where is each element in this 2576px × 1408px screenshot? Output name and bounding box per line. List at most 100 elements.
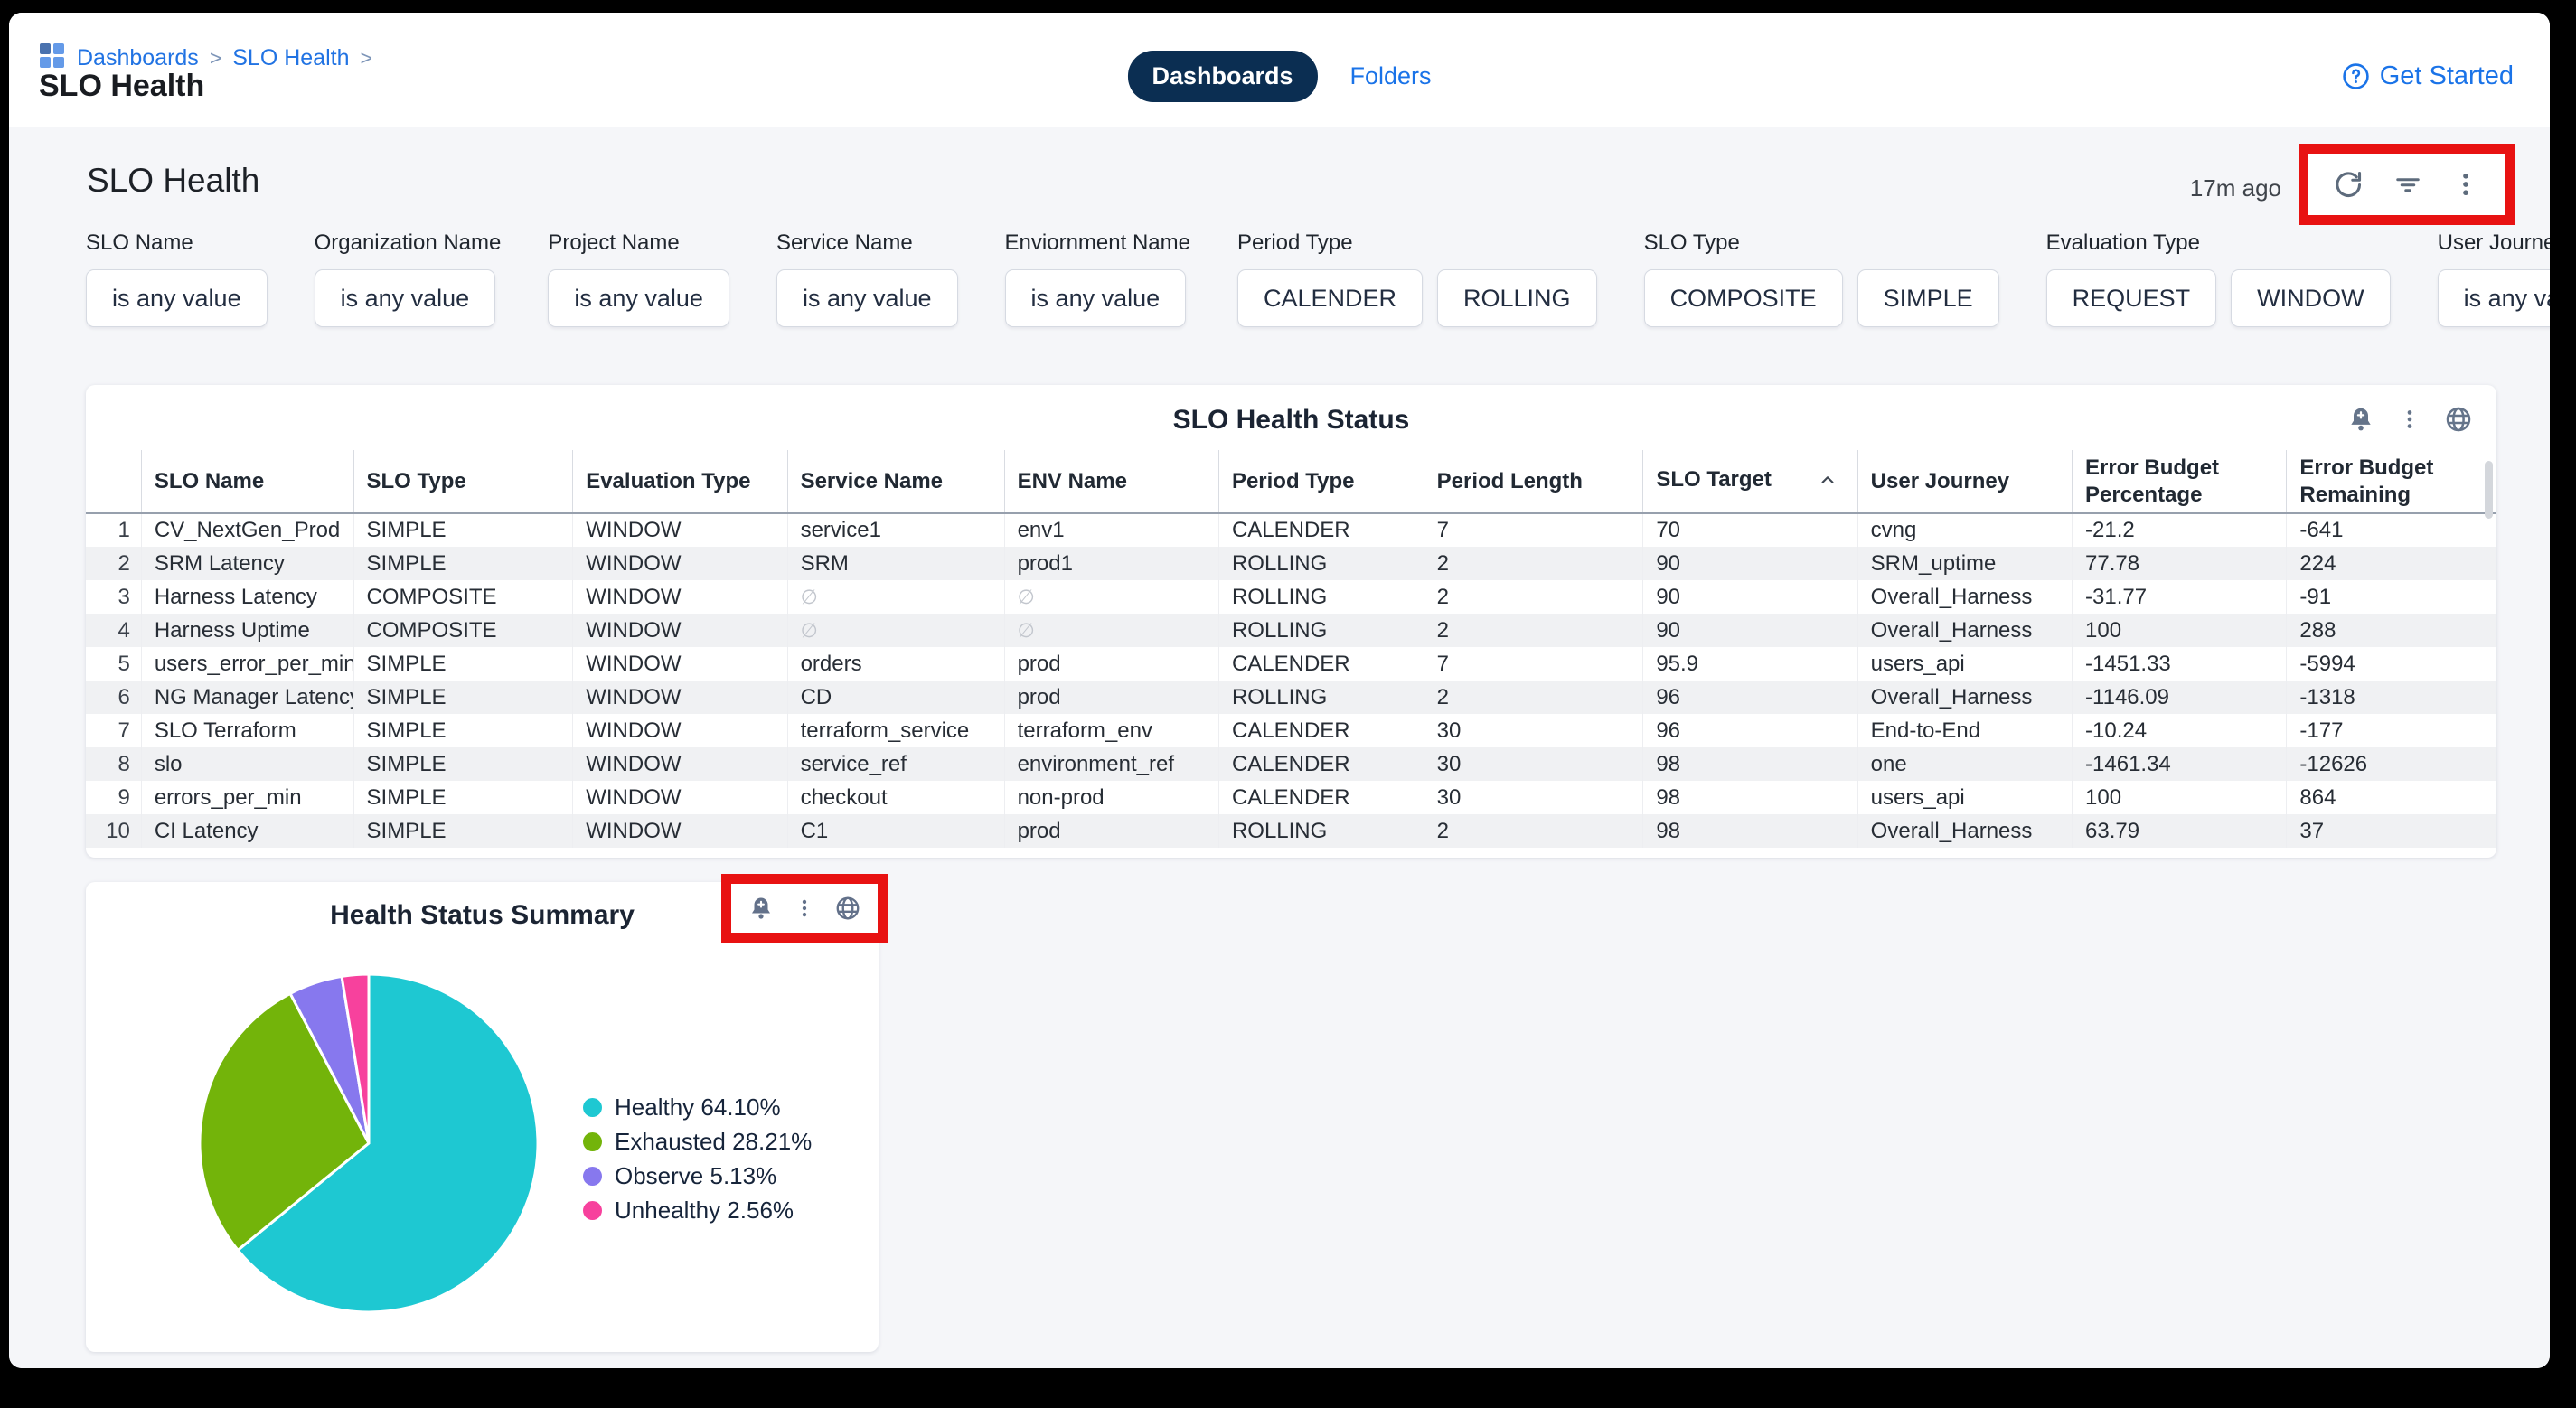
kebab-menu-icon[interactable]	[2397, 407, 2422, 432]
table-row[interactable]: 10 CI Latency SIMPLE WINDOW C1 prod ROLLING 2 98…	[86, 814, 2496, 848]
bell-plus-icon[interactable]	[747, 895, 775, 922]
column-header[interactable]: User Journey	[1857, 450, 2073, 514]
table-row[interactable]: 8 slo SIMPLE WINDOW service_ref environment_r…	[86, 747, 2496, 781]
pie-slice-unhealthy[interactable]	[340, 972, 371, 1145]
filter-chip[interactable]: is any value	[548, 269, 729, 327]
cell: 7	[1423, 647, 1643, 681]
cell: -1451.33	[2072, 647, 2287, 681]
filter-chip[interactable]: REQUEST	[2045, 269, 2217, 327]
get-started-link[interactable]: Get Started	[2342, 61, 2514, 91]
cell: env1	[1003, 513, 1219, 547]
globe-icon[interactable]	[2444, 405, 2473, 434]
legend-item[interactable]: Healthy 64.10%	[583, 1094, 812, 1122]
filter-label: Enviornment Name	[1004, 230, 1190, 255]
cell: SIMPLE	[353, 681, 573, 714]
cell: prod	[1003, 647, 1219, 681]
cell: prod	[1003, 814, 1219, 848]
filter-chip[interactable]: is any value	[86, 269, 268, 327]
breadcrumb-separator: >	[360, 45, 372, 70]
table-row[interactable]: 6 NG Manager Latency SIMPLE WINDOW CD prod ROL…	[86, 681, 2496, 714]
cell: 2	[1423, 814, 1643, 848]
column-header[interactable]: SLO Type	[353, 450, 573, 514]
legend-item[interactable]: Observe 5.13%	[583, 1162, 812, 1190]
cell: SIMPLE	[353, 781, 573, 814]
slo-table: SLO Name SLO Type Evaluation Type Service N…	[86, 450, 2496, 848]
last-refreshed: 17m ago	[2189, 174, 2281, 202]
cell: Overall_Harness	[1857, 614, 2073, 647]
breadcrumb-link[interactable]: SLO Health	[232, 44, 350, 70]
dashboard-content: SLO Health 17m ago SLO Name is any value O	[9, 127, 2550, 1368]
column-header[interactable]: Error Budget Percentage	[2072, 450, 2287, 514]
row-index: 6	[118, 684, 130, 709]
globe-icon[interactable]	[834, 895, 861, 922]
pie-slice-exhausted[interactable]	[198, 991, 371, 1252]
table-row[interactable]: 5 users_error_per_min SIMPLE WINDOW orders pr…	[86, 647, 2496, 681]
dashboards-grid-icon[interactable]	[40, 43, 64, 72]
refresh-icon[interactable]	[2332, 168, 2365, 202]
kebab-menu-icon[interactable]	[2450, 169, 2481, 200]
cell: terraform_env	[1003, 714, 1219, 747]
filter-chip[interactable]: ROLLING	[1437, 269, 1597, 327]
cell: ROLLING	[1217, 681, 1424, 714]
filter-icon[interactable]	[2392, 168, 2424, 201]
cell: Overall_Harness	[1857, 814, 2073, 848]
column-header[interactable]: SLO Name	[140, 450, 354, 514]
table-row[interactable]: 2 SRM Latency SIMPLE WINDOW SRM prod1 ROLLING 2…	[86, 547, 2496, 580]
table-row[interactable]: 7 SLO Terraform SIMPLE WINDOW terraform_serv…	[86, 714, 2496, 747]
breadcrumb-link[interactable]: Dashboards	[77, 44, 199, 70]
cell: COMPOSITE	[353, 614, 573, 647]
filter-chip[interactable]: is any value	[2437, 269, 2550, 327]
column-header[interactable]: Service Name	[786, 450, 1005, 514]
column-header[interactable]: Error Budget Remaining	[2286, 450, 2496, 514]
cell: 37	[2286, 814, 2496, 848]
cell: 288	[2286, 614, 2496, 647]
filter-chip[interactable]: SIMPLE	[1857, 269, 1999, 327]
column-header[interactable]: ENV Name	[1003, 450, 1219, 514]
pie-card-title: Health Status Summary	[330, 900, 635, 930]
legend-label: Exhausted 28.21%	[615, 1128, 813, 1155]
cell: Overall_Harness	[1857, 580, 2073, 614]
pie-slice-healthy[interactable]	[236, 972, 540, 1314]
column-header[interactable]	[86, 450, 142, 514]
filter-chip[interactable]: is any value	[314, 269, 496, 327]
filter-chip[interactable]: is any value	[776, 269, 958, 327]
column-header[interactable]: Period Length	[1423, 450, 1643, 514]
cell: CALENDER	[1217, 513, 1424, 547]
cell: service_ref	[786, 747, 1005, 781]
column-header[interactable]: SLO Target	[1642, 450, 1858, 514]
cell: NG Manager Latency	[140, 681, 354, 714]
tab-folders[interactable]: Folders	[1349, 62, 1432, 89]
top-bar: Dashboards > SLO Health > SLO Health Dashbo…	[9, 13, 2550, 127]
breadcrumb-items: Dashboards > SLO Health >	[77, 45, 383, 71]
table-scrollbar[interactable]	[2485, 461, 2493, 519]
filter-label: Service Name	[776, 230, 913, 255]
filter-chip[interactable]: is any value	[1004, 269, 1187, 327]
table-row[interactable]: 1 CV_NextGen_Prod SIMPLE WINDOW service1 env1…	[86, 513, 2496, 547]
legend-item[interactable]: Exhausted 28.21%	[583, 1128, 812, 1156]
help-circle-icon	[2342, 62, 2370, 90]
column-header[interactable]: Evaluation Type	[572, 450, 788, 514]
table-row[interactable]: 4 Harness Uptime COMPOSITE WINDOW ∅ ∅ ROLLING 2…	[86, 614, 2496, 647]
cell: Harness Latency	[140, 580, 354, 614]
legend-item[interactable]: Unhealthy 2.56%	[583, 1197, 812, 1225]
table-row[interactable]: 9 errors_per_min SIMPLE WINDOW checkout non-p…	[86, 781, 2496, 814]
row-index: 3	[118, 584, 130, 609]
cell: ROLLING	[1217, 614, 1424, 647]
cell: -10.24	[2072, 714, 2287, 747]
filter-chip[interactable]: CALENDER	[1236, 269, 1424, 327]
cell: prod	[1003, 681, 1219, 714]
column-header[interactable]: Period Type	[1217, 450, 1424, 514]
bell-plus-icon[interactable]	[2346, 405, 2375, 434]
cell: 30	[1423, 747, 1643, 781]
cell: CD	[786, 681, 1005, 714]
kebab-menu-icon[interactable]	[793, 896, 816, 920]
filter-bar: SLO Name is any value Organization Name is …	[86, 230, 2550, 327]
cell: Harness Uptime	[140, 614, 354, 647]
tab-dashboards[interactable]: Dashboards	[1127, 51, 1318, 102]
filter-chip[interactable]: COMPOSITE	[1643, 269, 1843, 327]
cell: CALENDER	[1217, 714, 1424, 747]
filter-chip[interactable]: WINDOW	[2231, 269, 2391, 327]
pie-legend: Healthy 64.10% Exhausted 28.21% Observe 5.…	[583, 1094, 812, 1225]
table-row[interactable]: 3 Harness Latency COMPOSITE WINDOW ∅ ∅ ROLLING…	[86, 580, 2496, 614]
